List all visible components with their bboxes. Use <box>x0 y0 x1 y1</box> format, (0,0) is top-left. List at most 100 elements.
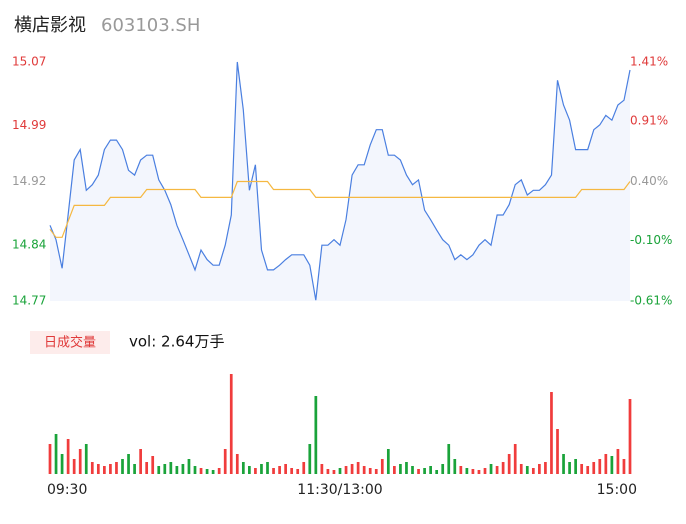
chart-title: 横店影视 <box>14 15 86 36</box>
volume-bar <box>296 469 300 474</box>
volume-bar <box>362 466 366 474</box>
y-tick-label: 14.84 <box>12 238 46 252</box>
volume-bar <box>586 466 590 474</box>
volume-bar <box>72 459 76 474</box>
volume-bar <box>145 462 149 474</box>
volume-bar <box>556 429 559 474</box>
volume-bar <box>260 464 263 474</box>
volume-bar <box>302 462 306 474</box>
volume-bar <box>103 466 106 474</box>
volume-bar <box>96 464 100 474</box>
volume-bar <box>399 464 402 474</box>
volume-bar <box>235 454 239 474</box>
volume-bar <box>223 449 227 474</box>
y-tick-label: 14.92 <box>12 174 46 188</box>
volume-bar <box>447 444 451 474</box>
volume-bar <box>248 466 251 474</box>
volume-bar <box>513 444 517 474</box>
volume-bar <box>266 462 269 474</box>
volume-bar <box>465 468 469 474</box>
volume-bar <box>272 468 275 474</box>
volume-bar <box>344 466 348 474</box>
volume-bar <box>290 468 294 474</box>
y-tick-label: 14.77 <box>12 294 46 308</box>
y2-tick-label: 0.91% <box>630 114 668 128</box>
volume-bar <box>90 462 94 474</box>
y2-tick-label: -0.10% <box>630 233 672 247</box>
volume-bar <box>193 466 197 474</box>
volume-bar <box>386 449 390 474</box>
volume-bar <box>121 459 124 474</box>
volume-bar <box>604 454 608 474</box>
volume-bar <box>622 459 626 474</box>
volume-bar <box>507 454 511 474</box>
volume-bar <box>411 466 414 474</box>
y2-tick-label: -0.61% <box>630 294 672 308</box>
volume-bar <box>453 459 457 474</box>
volume-bar <box>308 444 312 474</box>
volume-label: 日成交量 <box>44 335 96 351</box>
volume-bar <box>54 434 58 474</box>
volume-bar <box>205 469 209 474</box>
volume-bar <box>84 444 88 474</box>
volume-bar <box>109 464 112 474</box>
y2-tick-label: 1.41% <box>630 55 668 69</box>
volume-bar <box>78 449 82 474</box>
volume-bar <box>187 459 191 474</box>
volume-bar <box>115 462 118 474</box>
volume-bar <box>471 469 475 474</box>
volume-bar <box>217 468 221 474</box>
volume-bar <box>598 459 602 474</box>
price-line <box>49 61 631 301</box>
volume-bar <box>332 470 336 474</box>
volume-bar <box>519 464 523 474</box>
volume-bar <box>501 462 505 474</box>
volume-bar <box>531 468 535 474</box>
volume-bar <box>368 468 372 474</box>
volume-bar <box>151 456 155 474</box>
volume-bar <box>483 468 487 474</box>
volume-bar <box>48 444 52 474</box>
volume-bar <box>139 449 142 474</box>
volume-bar <box>284 464 287 474</box>
volume-bar <box>393 466 396 474</box>
volume-bar <box>616 449 620 474</box>
volume-bar <box>417 469 420 474</box>
volume-bar <box>278 466 281 474</box>
volume-bar <box>60 454 64 474</box>
volume-bar <box>550 392 553 474</box>
volume-bar <box>544 462 547 474</box>
volume-text: vol: 2.64万手 <box>129 333 224 351</box>
volume-bar <box>574 459 577 474</box>
y-tick-label: 15.07 <box>12 55 46 69</box>
volume-bar <box>380 459 384 474</box>
x-tick-label: 09:30 <box>47 482 87 498</box>
volume-bar <box>175 466 179 474</box>
volume-bar <box>592 462 596 474</box>
volume-bar <box>254 468 257 474</box>
volume-bar <box>350 464 354 474</box>
volume-bar <box>628 399 632 474</box>
x-tick-label: 15:00 <box>597 482 637 498</box>
volume-bar <box>169 462 173 474</box>
volume-bar <box>441 464 445 474</box>
volume-bar <box>66 439 70 474</box>
volume-bar <box>405 462 408 474</box>
volume-bar <box>314 396 318 474</box>
volume-bar <box>429 466 432 474</box>
volume-bar <box>338 468 342 474</box>
volume-bar <box>459 466 463 474</box>
volume-bar <box>133 464 136 474</box>
volume-bar <box>320 464 324 474</box>
volume-bar <box>374 469 378 474</box>
volume-bar <box>163 464 167 474</box>
volume-bar <box>562 454 565 474</box>
volume-bar <box>211 470 215 474</box>
volume-bar <box>610 456 614 474</box>
volume-bar <box>181 464 185 474</box>
volume-bar <box>229 374 233 474</box>
volume-bar <box>423 468 426 474</box>
y2-tick-label: 0.40% <box>630 174 668 188</box>
volume-badge <box>30 331 110 354</box>
